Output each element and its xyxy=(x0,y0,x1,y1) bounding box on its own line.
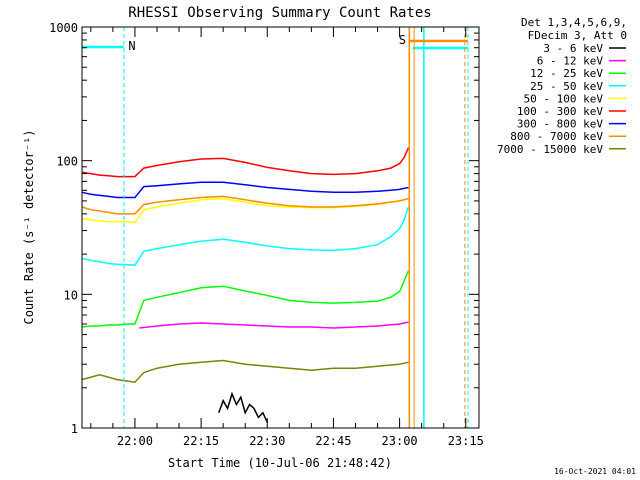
legend-label-5: 50 - 100 keV xyxy=(524,92,604,105)
x-tick-label: 23:15 xyxy=(448,434,484,448)
series-line-9 xyxy=(81,359,409,384)
data-layer xyxy=(81,147,410,423)
legend-label-6: 100 - 300 keV xyxy=(517,105,603,118)
series-line-2 xyxy=(139,321,409,329)
legend-label-7: 300 - 800 keV xyxy=(517,118,603,131)
axis-layer: 1 10 100 1000 22:00 22:15 22:30 22:45 23:00 23:15 xyxy=(49,21,484,448)
y-tick-label: 10 xyxy=(64,288,78,302)
series-line-1 xyxy=(217,391,268,423)
y-tick-label: 1000 xyxy=(49,21,78,35)
chart-title: RHESSI Observing Summary Count Rates xyxy=(128,5,431,21)
series-line-7 xyxy=(81,181,409,199)
legend-header-line-2: FDecim 3, Att 0 xyxy=(528,29,627,42)
series-line-6 xyxy=(81,147,410,178)
x-tick-label: 22:00 xyxy=(117,434,153,448)
legend-label-3: 12 - 25 keV xyxy=(530,67,603,80)
y-tick-label: 100 xyxy=(56,155,78,169)
saa-label: S xyxy=(399,33,406,47)
x-tick-label: 22:15 xyxy=(183,434,219,448)
night-label: N xyxy=(128,39,135,53)
series-line-5 xyxy=(81,197,409,224)
legend-label-9: 7000 - 15000 keV xyxy=(497,143,603,156)
x-tick-label: 22:30 xyxy=(249,434,285,448)
series-line-4 xyxy=(81,206,410,267)
x-axis-label: Start Time (10-Jul-06 21:48:42) xyxy=(168,456,392,470)
series-line-3 xyxy=(81,270,410,328)
legend-label-8: 800 - 7000 keV xyxy=(510,130,603,143)
plot-frame xyxy=(81,26,480,429)
legend-label-1: 3 - 6 keV xyxy=(543,42,603,55)
y-axis-label: Count Rate (s⁻¹ detector⁻¹) xyxy=(22,129,36,324)
x-tick-label: 22:45 xyxy=(315,434,351,448)
series-line-8 xyxy=(81,195,409,215)
legend: Det 1,3,4,5,6,9, FDecim 3, Att 0 3 - 6 k… xyxy=(497,16,627,156)
legend-header-line-1: Det 1,3,4,5,6,9, xyxy=(521,16,627,29)
legend-label-4: 25 - 50 keV xyxy=(530,80,603,93)
x-tick-label: 23:00 xyxy=(382,434,418,448)
legend-label-2: 6 - 12 keV xyxy=(537,55,604,68)
generation-timestamp: 16-Oct-2021 04:01 xyxy=(554,467,636,476)
y-tick-label: 1 xyxy=(71,422,78,436)
